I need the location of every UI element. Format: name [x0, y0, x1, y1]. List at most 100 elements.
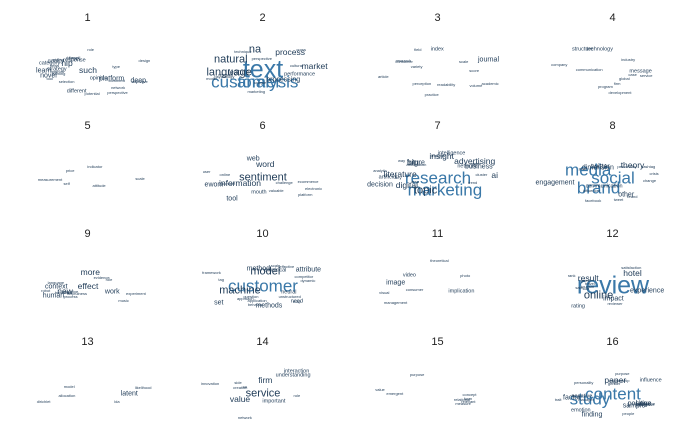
topic-number: 7: [434, 120, 441, 132]
cloud-word: insights: [431, 152, 445, 158]
cloud-word: index: [430, 46, 444, 53]
topic-panel: 13 latent allocation model lda dirichlet likel…: [0, 324, 175, 432]
cloud-word: trend: [468, 179, 478, 185]
cloud-word: experience: [629, 287, 665, 295]
cloud-word: gender: [607, 380, 621, 386]
cloud-word: engagement: [535, 179, 575, 187]
cloud-word: ewom: [204, 181, 224, 188]
cloud-word: unique: [254, 80, 267, 85]
word-cloud: latent allocation model lda dirichlet likelih…: [0, 324, 175, 432]
cloud-word: rating: [571, 303, 585, 310]
cloud-word: global: [618, 75, 630, 81]
cloud-word: co: [242, 384, 248, 390]
cloud-word: cultural: [289, 62, 303, 68]
cloud-word: valuable: [268, 188, 284, 194]
cloud-word: intelligence: [437, 150, 466, 157]
topic-panel: 10 customer machine model method methods attri…: [175, 216, 350, 324]
cloud-word: case: [628, 71, 637, 77]
cloud-word: level: [69, 55, 81, 62]
cloud-word: digital: [395, 179, 418, 190]
cloud-word: network: [111, 85, 126, 91]
cloud-word: information: [218, 177, 262, 188]
cloud-word: perspective: [251, 55, 273, 61]
cloud-word: change: [642, 178, 657, 184]
cloud-word: field: [414, 47, 422, 53]
cloud-word: tweet: [613, 196, 624, 202]
topic-panel: 4 message technology structure development gl…: [525, 0, 700, 108]
word-cloud: research marketing topic digital literature b…: [350, 108, 525, 216]
cloud-word: development: [608, 90, 632, 95]
cloud-word: method: [50, 69, 64, 75]
cloud-word: company: [551, 61, 568, 67]
cloud-word: tool: [226, 195, 238, 203]
cloud-word: framing: [52, 71, 66, 77]
cloud-word: important: [262, 398, 286, 405]
cloud-word: tool: [46, 75, 53, 81]
cloud-word: question: [243, 293, 259, 299]
cloud-word: visual: [379, 290, 390, 296]
cloud-word: review: [576, 271, 650, 300]
cloud-word: novel: [40, 72, 57, 80]
topic-panel: 6 sentiment information word ewom tool web mout…: [175, 108, 350, 216]
word-cloud: service value firm important interaction unde…: [175, 324, 350, 432]
topic-panel: 9 effect new more work context human helpfulnes…: [0, 216, 175, 324]
cloud-word: technique: [234, 48, 252, 54]
cloud-word: people: [622, 411, 635, 417]
topic-number: 10: [256, 228, 269, 240]
cloud-word: form: [464, 395, 472, 401]
cloud-word: emergent: [386, 391, 404, 397]
cloud-word: major: [470, 160, 481, 166]
cloud-word: star: [582, 285, 590, 291]
cloud-word: behavior: [247, 301, 264, 307]
topic-number: 5: [84, 120, 91, 132]
cloud-word: approach: [236, 295, 254, 301]
cloud-word: selection: [58, 79, 75, 85]
cloud-word: hashtag: [640, 163, 656, 169]
cloud-word: side: [234, 379, 242, 385]
cloud-word: user: [202, 168, 211, 174]
cloud-word: evidence: [93, 275, 110, 281]
cloud-word: technology: [586, 46, 613, 53]
cloud-word: volume: [469, 82, 483, 88]
cloud-word: understanding: [275, 372, 311, 379]
cloud-word: crisis: [649, 170, 659, 176]
topic-panel: 8 social brand media theory engagement dimensi…: [525, 108, 700, 216]
cloud-word: lda: [114, 398, 120, 404]
cloud-word: such: [79, 64, 97, 75]
cloud-word: personality: [617, 164, 637, 170]
cloud-word: marketing: [247, 88, 266, 94]
cloud-word: role: [293, 392, 301, 398]
cloud-word: na: [248, 43, 262, 56]
cloud-word: natural: [213, 53, 248, 66]
topic-number: 14: [256, 336, 269, 348]
topic-panel: 16 content study paper sample positive large fi…: [525, 324, 700, 432]
cloud-word: rank: [567, 272, 576, 278]
cloud-word: brand: [627, 193, 638, 199]
cloud-word: music: [118, 298, 129, 304]
topic-number: 4: [609, 12, 616, 24]
cloud-word: facebook: [584, 198, 602, 203]
cloud-word: research: [395, 58, 412, 64]
topic-number: 2: [259, 12, 266, 24]
cloud-word: dimension: [581, 164, 614, 172]
cloud-word: market: [301, 60, 328, 71]
topic-number: 15: [431, 336, 444, 348]
cloud-word: psychology: [214, 73, 235, 79]
cloud-word: behavior: [54, 290, 71, 296]
cloud-word: key: [395, 174, 402, 180]
cloud-word: trait: [554, 396, 562, 402]
cloud-word: service: [245, 387, 281, 400]
topic-panel: 11 image video implication management theoret…: [350, 216, 525, 324]
cloud-word: twitter: [591, 163, 610, 171]
cloud-word: role: [105, 276, 113, 282]
cloud-word: type: [112, 63, 120, 69]
cloud-word: content: [585, 384, 641, 404]
cloud-word: neural: [281, 288, 297, 295]
cloud-word: experiment: [125, 291, 146, 296]
cloud-word: academic: [481, 80, 499, 86]
cloud-word: attribute: [295, 266, 322, 274]
cloud-word: robot: [41, 288, 51, 293]
cloud-word: finding: [581, 411, 603, 419]
cloud-word: processing: [266, 76, 301, 84]
